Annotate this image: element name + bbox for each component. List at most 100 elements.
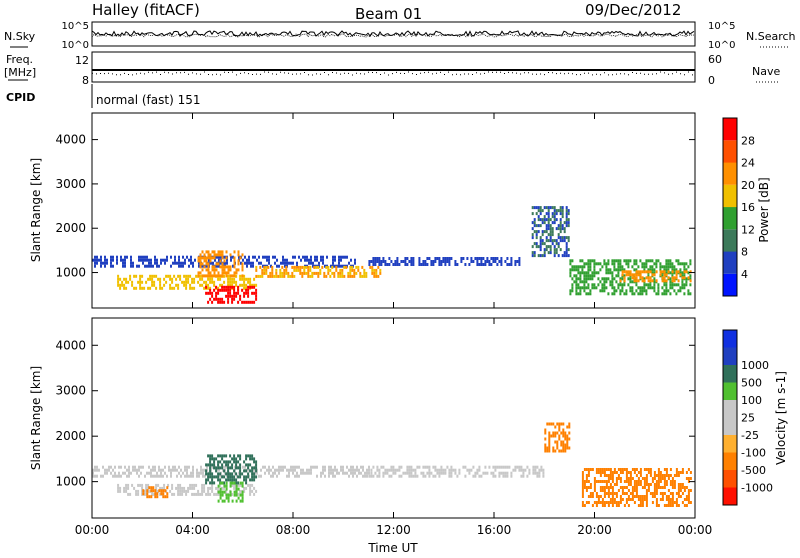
heatmap-cell [237,460,240,464]
heatmap-cell [161,286,164,290]
heatmap-cell [141,486,144,490]
heatmap-cell [565,242,568,246]
heatmap-cell [649,270,652,274]
heatmap-cell [384,468,387,472]
heatmap-cell [597,262,600,266]
heatmap-cell [123,277,126,281]
heatmap-cell [198,264,200,268]
heatmap-cell [110,255,112,259]
heatmap-cell [559,227,562,231]
heatmap-cell [673,474,676,477]
heatmap-cell [552,422,555,426]
heatmap-cell [225,285,228,289]
heatmap-cell [310,471,312,475]
heatmap-cell [643,289,646,293]
heatmap-cell [178,258,180,262]
heatmap-cell [351,268,354,272]
heatmap-cell [320,255,322,259]
heatmap-cell [621,268,624,272]
heatmap-cell [272,474,274,478]
heatmap-cell [679,268,682,272]
heatmap-cell [408,465,411,469]
heatmap-cell [621,286,624,290]
heatmap-cell [162,258,164,262]
heatmap-cell [567,218,570,222]
power-colorbar-tick: 8 [741,246,748,259]
heatmap-cell [235,274,238,278]
heatmap-cell [566,425,569,429]
heatmap-cell [196,471,198,475]
heatmap-cell [313,265,316,269]
heatmap-cell [110,258,112,262]
heatmap-cell [655,262,658,266]
heatmap-cell [221,499,224,503]
heatmap-cell [193,492,196,496]
heatmap-cell [428,257,431,260]
heatmap-cell [231,285,234,289]
heatmap-cell [159,277,162,281]
heatmap-cell [223,460,226,464]
heatmap-cell [227,291,230,295]
heatmap-cell [139,286,142,290]
heatmap-cell [679,486,682,489]
heatmap-cell [229,460,232,464]
heatmap-cell [280,468,282,472]
power-colorbar-band [723,140,737,163]
heatmap-cell [184,465,186,469]
heatmap-cell [209,280,212,284]
heatmap-cell [589,262,592,266]
heatmap-cell [629,474,632,477]
heatmap-cell [223,268,226,272]
heatmap-cell [589,495,592,498]
heatmap-cell [342,465,344,469]
heatmap-cell [359,274,362,278]
heatmap-cell [408,471,411,475]
heatmap-cell [106,471,108,475]
heatmap-cell [202,471,204,475]
heatmap-cell [252,261,254,265]
heatmap-cell [127,492,130,496]
heatmap-cell [272,255,274,259]
heatmap-cell [537,206,540,210]
heatmap-cell [314,465,316,469]
heatmap-cell [528,468,531,472]
heatmap-cell [651,259,654,263]
heatmap-cell [617,286,620,290]
heatmap-cell [545,245,548,249]
heatmap-cell [104,255,106,259]
heatmap-cell [583,486,586,489]
heatmap-cell [589,486,592,489]
heatmap-cell [625,501,628,504]
heatmap-cell [544,437,547,441]
heatmap-cell [316,255,318,259]
freq-left-tick-top: 12 [75,54,89,67]
heatmap-cell [601,286,604,290]
heatmap-cell [533,242,536,246]
heatmap-cell [569,289,572,293]
heatmap-cell [225,288,228,292]
heatmap-cell [545,206,548,210]
heatmap-cell [685,495,688,498]
heatmap-cell [209,274,212,278]
heatmap-cell [235,484,238,488]
heatmap-cell [225,460,228,464]
heatmap-cell [623,268,626,272]
heatmap-cell [220,474,222,478]
heatmap-cell [657,474,660,477]
heatmap-cell [137,492,140,496]
heatmap-cell [454,260,457,263]
heatmap-cell [639,273,642,277]
heatmap-cell [669,265,672,269]
heatmap-cell [558,425,561,429]
heatmap-cell [603,504,606,507]
heatmap-cell [532,471,535,475]
heatmap-cell [225,496,228,500]
heatmap-cell [619,471,622,474]
heatmap-cell [334,474,336,478]
heatmap-cell [227,460,230,464]
heatmap-cell [149,286,152,290]
heatmap-cell [372,263,375,266]
heatmap-cell [173,274,176,278]
heatmap-cell [587,468,590,471]
